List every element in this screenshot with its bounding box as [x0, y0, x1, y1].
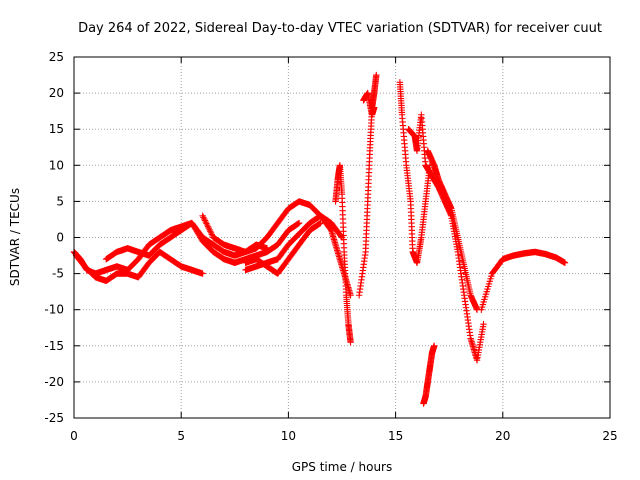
y-tick-label: -5	[52, 267, 64, 281]
data-point	[480, 320, 487, 328]
y-tick-label: -20	[44, 375, 64, 389]
data-point	[202, 218, 209, 226]
data-point	[207, 228, 214, 235]
y-tick-label: 10	[49, 158, 64, 172]
data-point	[295, 219, 303, 227]
y-tick-label: -10	[44, 303, 64, 317]
data-point	[200, 214, 207, 221]
series-track-13	[424, 147, 481, 313]
y-tick-label: 5	[56, 194, 64, 208]
axis-ticks: 0 5 10 15 20 25 -25 -20 -15 -10 -5 0 5 10 15 20 25	[44, 50, 617, 443]
data-point	[205, 225, 212, 232]
series-track-3	[102, 219, 303, 266]
y-tick-label: 0	[56, 231, 64, 245]
x-tick-label: 15	[388, 429, 403, 443]
series-track-7	[332, 162, 354, 346]
data-point	[200, 215, 208, 223]
series-track-11	[405, 111, 487, 364]
y-tick-label: -25	[44, 411, 64, 425]
data-point	[206, 226, 213, 233]
x-tick-label: 0	[70, 429, 78, 443]
y-tick-label: 25	[49, 50, 64, 64]
series-track-10	[396, 79, 434, 266]
series-track-6	[242, 219, 324, 277]
data-point	[199, 270, 206, 277]
data-point	[201, 217, 209, 224]
data-point	[317, 219, 324, 227]
series-track-14	[478, 248, 569, 313]
data-point	[207, 229, 215, 237]
series-track-2	[72, 248, 206, 285]
data-point	[430, 342, 438, 349]
data-point	[373, 71, 380, 79]
data-point	[370, 104, 378, 111]
data-point	[199, 212, 206, 220]
series-track-9	[360, 89, 378, 118]
y-axis-label: SDTVAR / TECUs	[8, 188, 22, 286]
x-axis-label: GPS time / hours	[292, 460, 393, 474]
chart-title: Day 264 of 2022, Sidereal Day-to-day VTE…	[78, 21, 602, 36]
x-tick-label: 20	[495, 429, 510, 443]
data-marks	[70, 71, 569, 407]
data-point	[204, 223, 212, 230]
data-point	[208, 231, 216, 238]
y-tick-label: -15	[44, 339, 64, 353]
x-tick-label: 10	[281, 429, 296, 443]
x-tick-label: 25	[602, 429, 617, 443]
y-tick-label: 15	[49, 122, 64, 136]
data-point	[203, 220, 210, 227]
series-track-5	[242, 212, 346, 274]
data-point	[347, 338, 354, 346]
data-point	[561, 259, 569, 266]
x-tick-label: 5	[177, 429, 185, 443]
data-point	[204, 221, 211, 229]
series-track-12	[420, 342, 438, 407]
y-tick-label: 20	[49, 86, 64, 100]
